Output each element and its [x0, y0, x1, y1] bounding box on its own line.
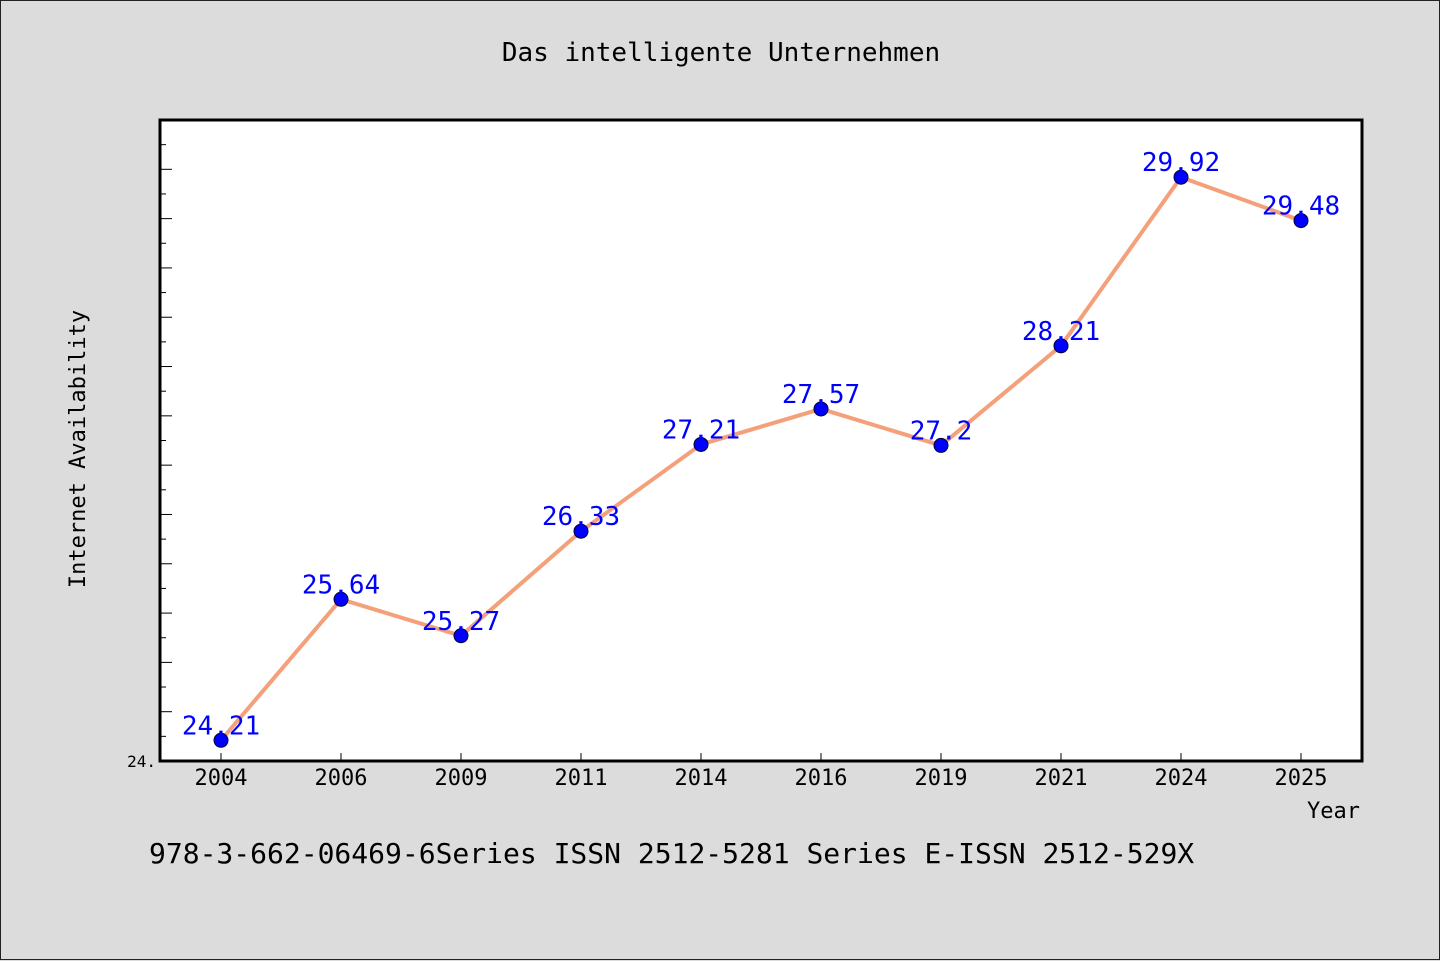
data-point-marker — [1293, 213, 1309, 229]
y-axis-ticks — [160, 119, 172, 762]
plot-area — [158, 118, 1364, 763]
data-label: 25.64 — [302, 570, 380, 600]
data-label: 24.21 — [182, 711, 260, 741]
x-tick-label: 2009 — [435, 766, 488, 791]
data-label: 29.48 — [1262, 192, 1340, 222]
chart-title: Das intelligente Unternehmen — [502, 38, 940, 68]
x-tick-label: 2006 — [315, 766, 368, 791]
x-tick-label: 2014 — [675, 766, 728, 791]
data-point-marker — [213, 732, 229, 748]
x-tick-label: 2011 — [555, 766, 608, 791]
x-tick-label: 2024 — [1155, 766, 1208, 791]
data-label: 27.2 — [910, 416, 973, 446]
data-label: 26.33 — [542, 502, 620, 532]
data-series: 24.21 25.64 25.27 26.33 27.21 27.57 27.2 28.21 2… — [182, 148, 1340, 748]
data-label: 28.21 — [1022, 317, 1100, 347]
x-axis-label: Year — [1307, 799, 1360, 824]
data-point-marker — [453, 628, 469, 644]
data-point-marker — [813, 401, 829, 417]
data-label: 29.92 — [1142, 148, 1220, 178]
x-axis-ticks: 2004 2006 2009 2011 2014 2016 2019 2021 2024 2025 — [195, 753, 1328, 791]
y-axis-label: Internet Availability — [66, 310, 91, 588]
data-point-marker — [693, 436, 709, 452]
x-tick-label: 2025 — [1275, 766, 1328, 791]
data-point-marker — [333, 591, 349, 607]
series-line — [219, 175, 1302, 742]
data-label: 27.21 — [662, 415, 740, 445]
data-label: 25.27 — [422, 607, 500, 637]
x-tick-label: 2016 — [795, 766, 848, 791]
x-tick-label: 2019 — [915, 766, 968, 791]
x-tick-label: 2004 — [195, 766, 248, 791]
x-tick-label: 2021 — [1035, 766, 1088, 791]
y-axis-min-label: 24. — [127, 752, 156, 771]
data-label: 27.57 — [782, 380, 860, 410]
data-point-marker — [573, 523, 589, 539]
data-point-marker — [1053, 338, 1069, 354]
data-point-marker — [1173, 169, 1189, 185]
footer-isbn-text: 978-3-662-06469-6Series ISSN 2512-5281 S… — [149, 837, 1194, 870]
data-point-marker — [933, 437, 949, 453]
